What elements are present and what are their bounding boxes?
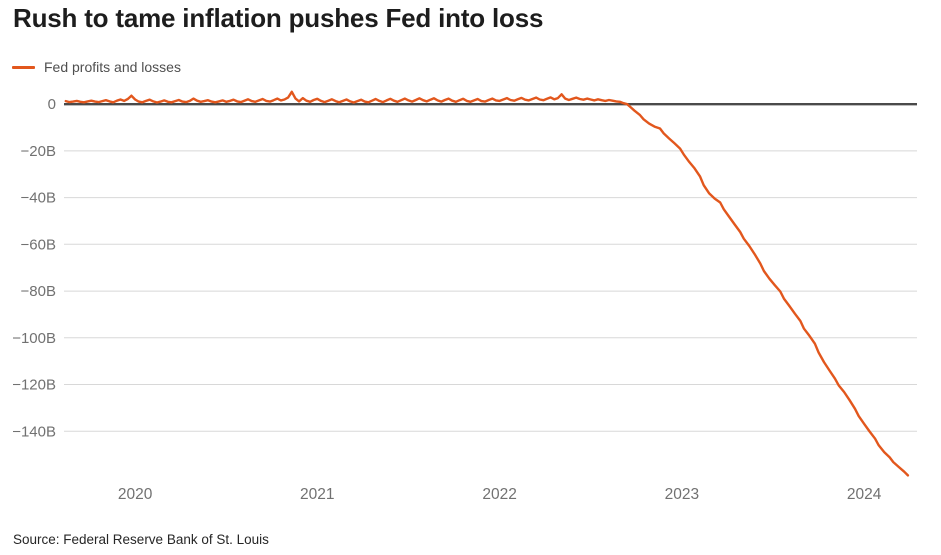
y-tick-label: −60B [21, 236, 56, 253]
y-tick-label: −20B [21, 143, 56, 160]
legend-label: Fed profits and losses [44, 59, 181, 75]
x-tick-label: 2024 [847, 486, 882, 503]
profit-loss-line [64, 90, 910, 477]
legend: Fed profits and losses [12, 59, 181, 75]
y-tick-label: −100B [12, 330, 56, 347]
source-note: Source: Federal Reserve Bank of St. Loui… [13, 532, 269, 547]
chart-title: Rush to tame inflation pushes Fed into l… [13, 3, 544, 33]
x-tick-label: 2022 [482, 486, 516, 503]
y-tick-label: −80B [21, 283, 56, 300]
y-tick-label: −120B [12, 377, 56, 394]
x-tick-label: 2021 [300, 486, 334, 503]
y-tick-label: −40B [21, 190, 56, 207]
legend-line-swatch [12, 65, 35, 69]
x-tick-label: 2020 [118, 486, 153, 503]
y-tick-label: 0 [48, 96, 56, 113]
x-tick-label: 2023 [665, 486, 699, 503]
y-tick-label: −140B [12, 423, 56, 440]
